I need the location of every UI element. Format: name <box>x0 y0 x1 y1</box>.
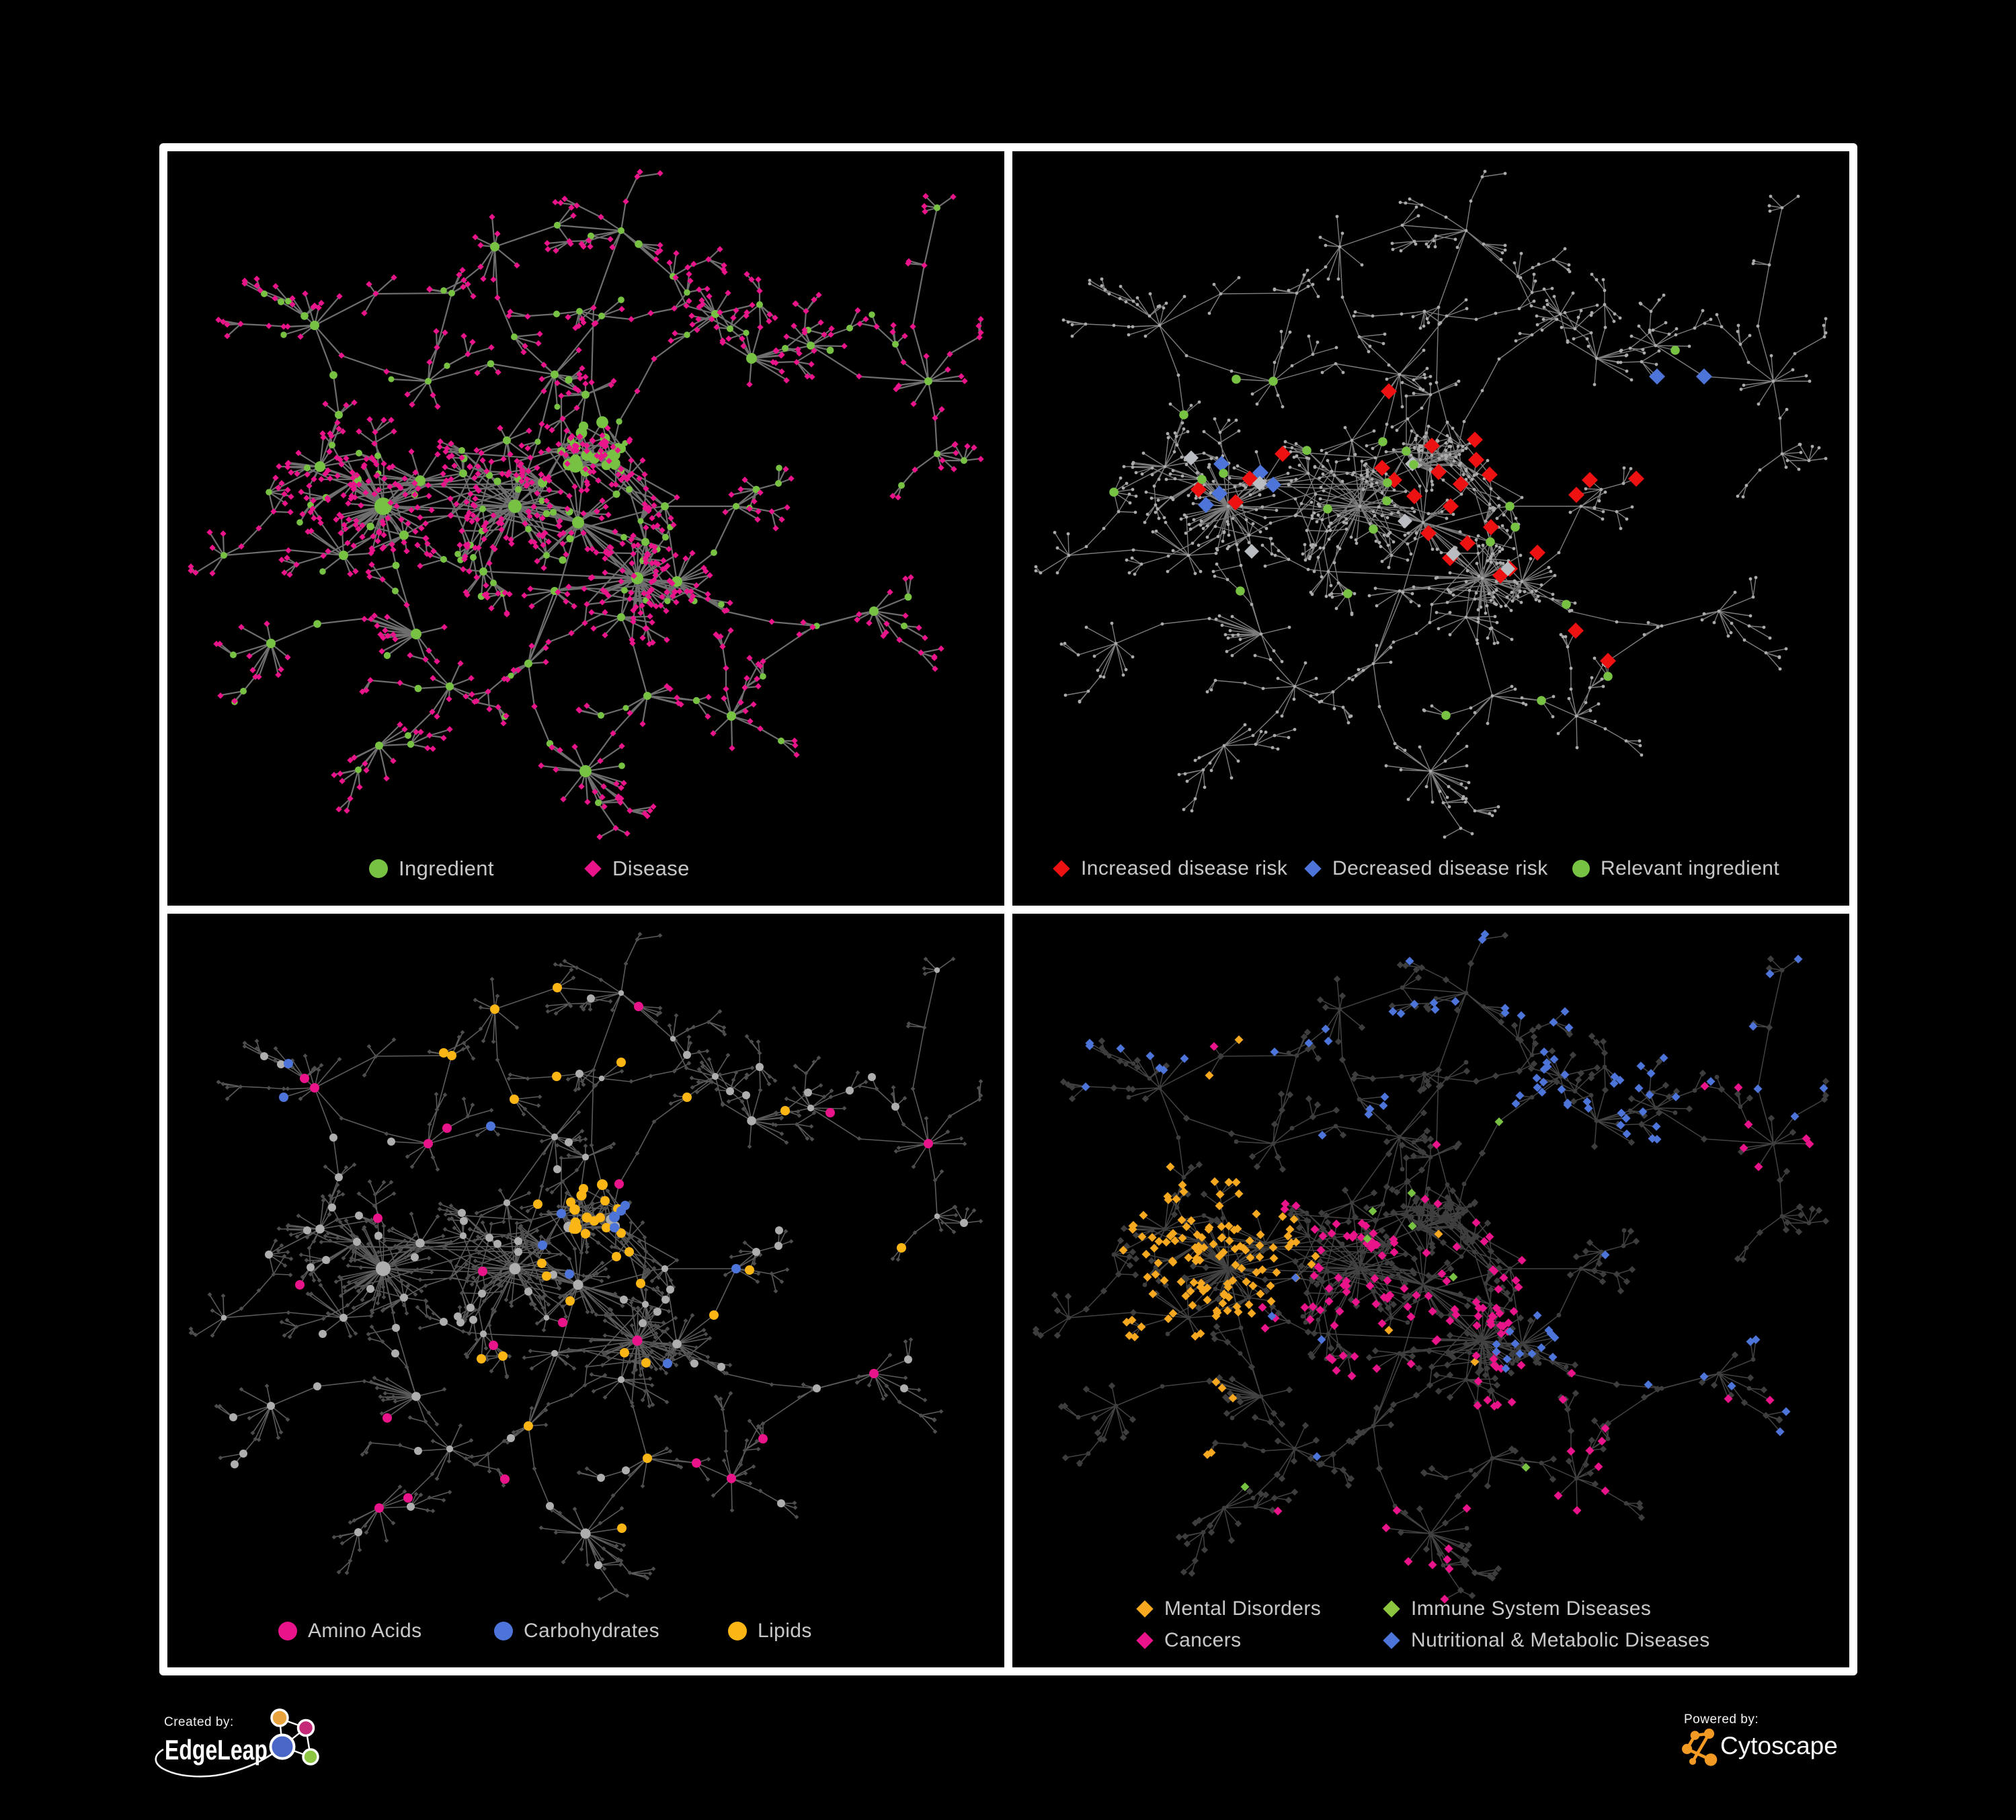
svg-text:Created by:: Created by: <box>164 1715 234 1729</box>
svg-text:EdgeLeap: EdgeLeap <box>165 1734 268 1766</box>
